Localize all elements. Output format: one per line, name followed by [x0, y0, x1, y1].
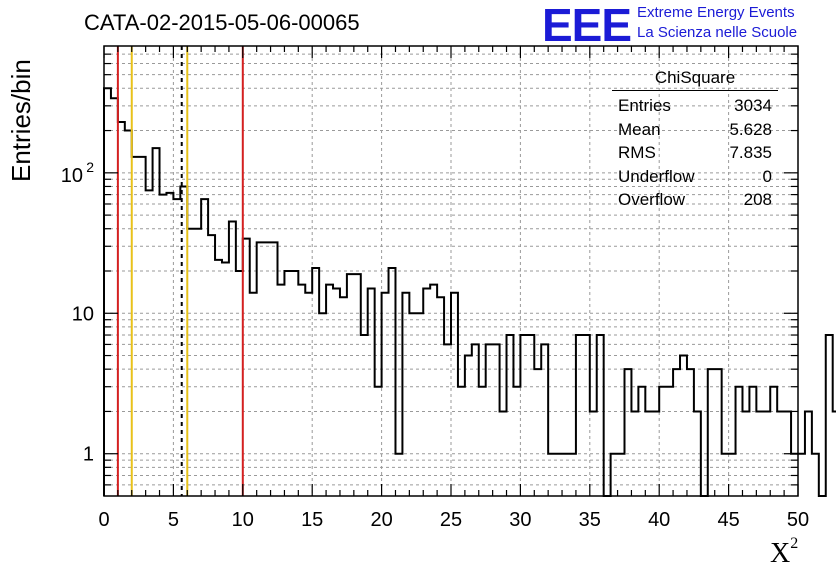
x-axis-label: X2 [770, 534, 799, 570]
stats-label: Mean [618, 119, 661, 139]
stats-label: RMS [618, 143, 656, 162]
x-tick-label: 15 [301, 509, 323, 531]
stats-value: 5.628 [729, 119, 772, 139]
x-tick-label: 35 [579, 509, 601, 531]
stats-box: ChiSquare Entries 3034 Mean 5.628 RMS 7.835 Un… [612, 68, 778, 212]
stats-label: Overflow [618, 190, 686, 209]
x-tick-label: 30 [509, 509, 531, 531]
stats-value: 0 [762, 166, 772, 186]
logo-line1: Extreme Energy Events [637, 4, 795, 21]
x-tick-label: 5 [168, 509, 179, 531]
y-tick-label: 10 [61, 165, 83, 187]
x-tick-label: 0 [98, 509, 109, 531]
y-tick-label: 10 [72, 303, 94, 325]
x-tick-label: 40 [648, 509, 670, 531]
logo-line2: La Scienza nelle Scuole [637, 24, 798, 41]
x-tick-label: 25 [440, 509, 462, 531]
stats-title: ChiSquare [612, 68, 778, 91]
stats-label: Entries [618, 96, 671, 115]
x-tick-label: 10 [232, 509, 254, 531]
stats-row-mean: Mean 5.628 [612, 118, 778, 142]
y-tick-label-exponent: 2 [86, 159, 94, 175]
eee-logo: EEE Extreme Energy Events La Scienza nel… [542, 0, 832, 51]
x-tick-label: 20 [370, 509, 392, 531]
stats-label: Underflow [618, 166, 695, 186]
logo-mark: EEE [542, 0, 632, 51]
stats-row-rms: RMS 7.835 [612, 141, 778, 165]
stats-row-underflow: Underflow 0 [612, 165, 778, 189]
stats-row-overflow: Overflow 208 [612, 188, 778, 212]
stats-rows: Entries 3034 Mean 5.628 RMS 7.835 Underflow 0 Ov… [612, 94, 778, 212]
x-axis-label-symbol: X [770, 538, 791, 569]
y-tick-label: 1 [83, 444, 94, 466]
x-axis-label-superscript: 2 [790, 534, 799, 552]
y-axis-label: Entries/bin [6, 59, 36, 182]
chart-title: CATA-02-2015-05-06-00065 [84, 10, 360, 35]
stats-row-entries: Entries 3034 [612, 94, 778, 118]
stats-value: 7.835 [729, 143, 772, 162]
stats-value: 208 [743, 190, 772, 209]
stats-value: 3034 [734, 96, 772, 115]
x-tick-label: 50 [787, 509, 809, 531]
x-tick-label: 45 [717, 509, 739, 531]
